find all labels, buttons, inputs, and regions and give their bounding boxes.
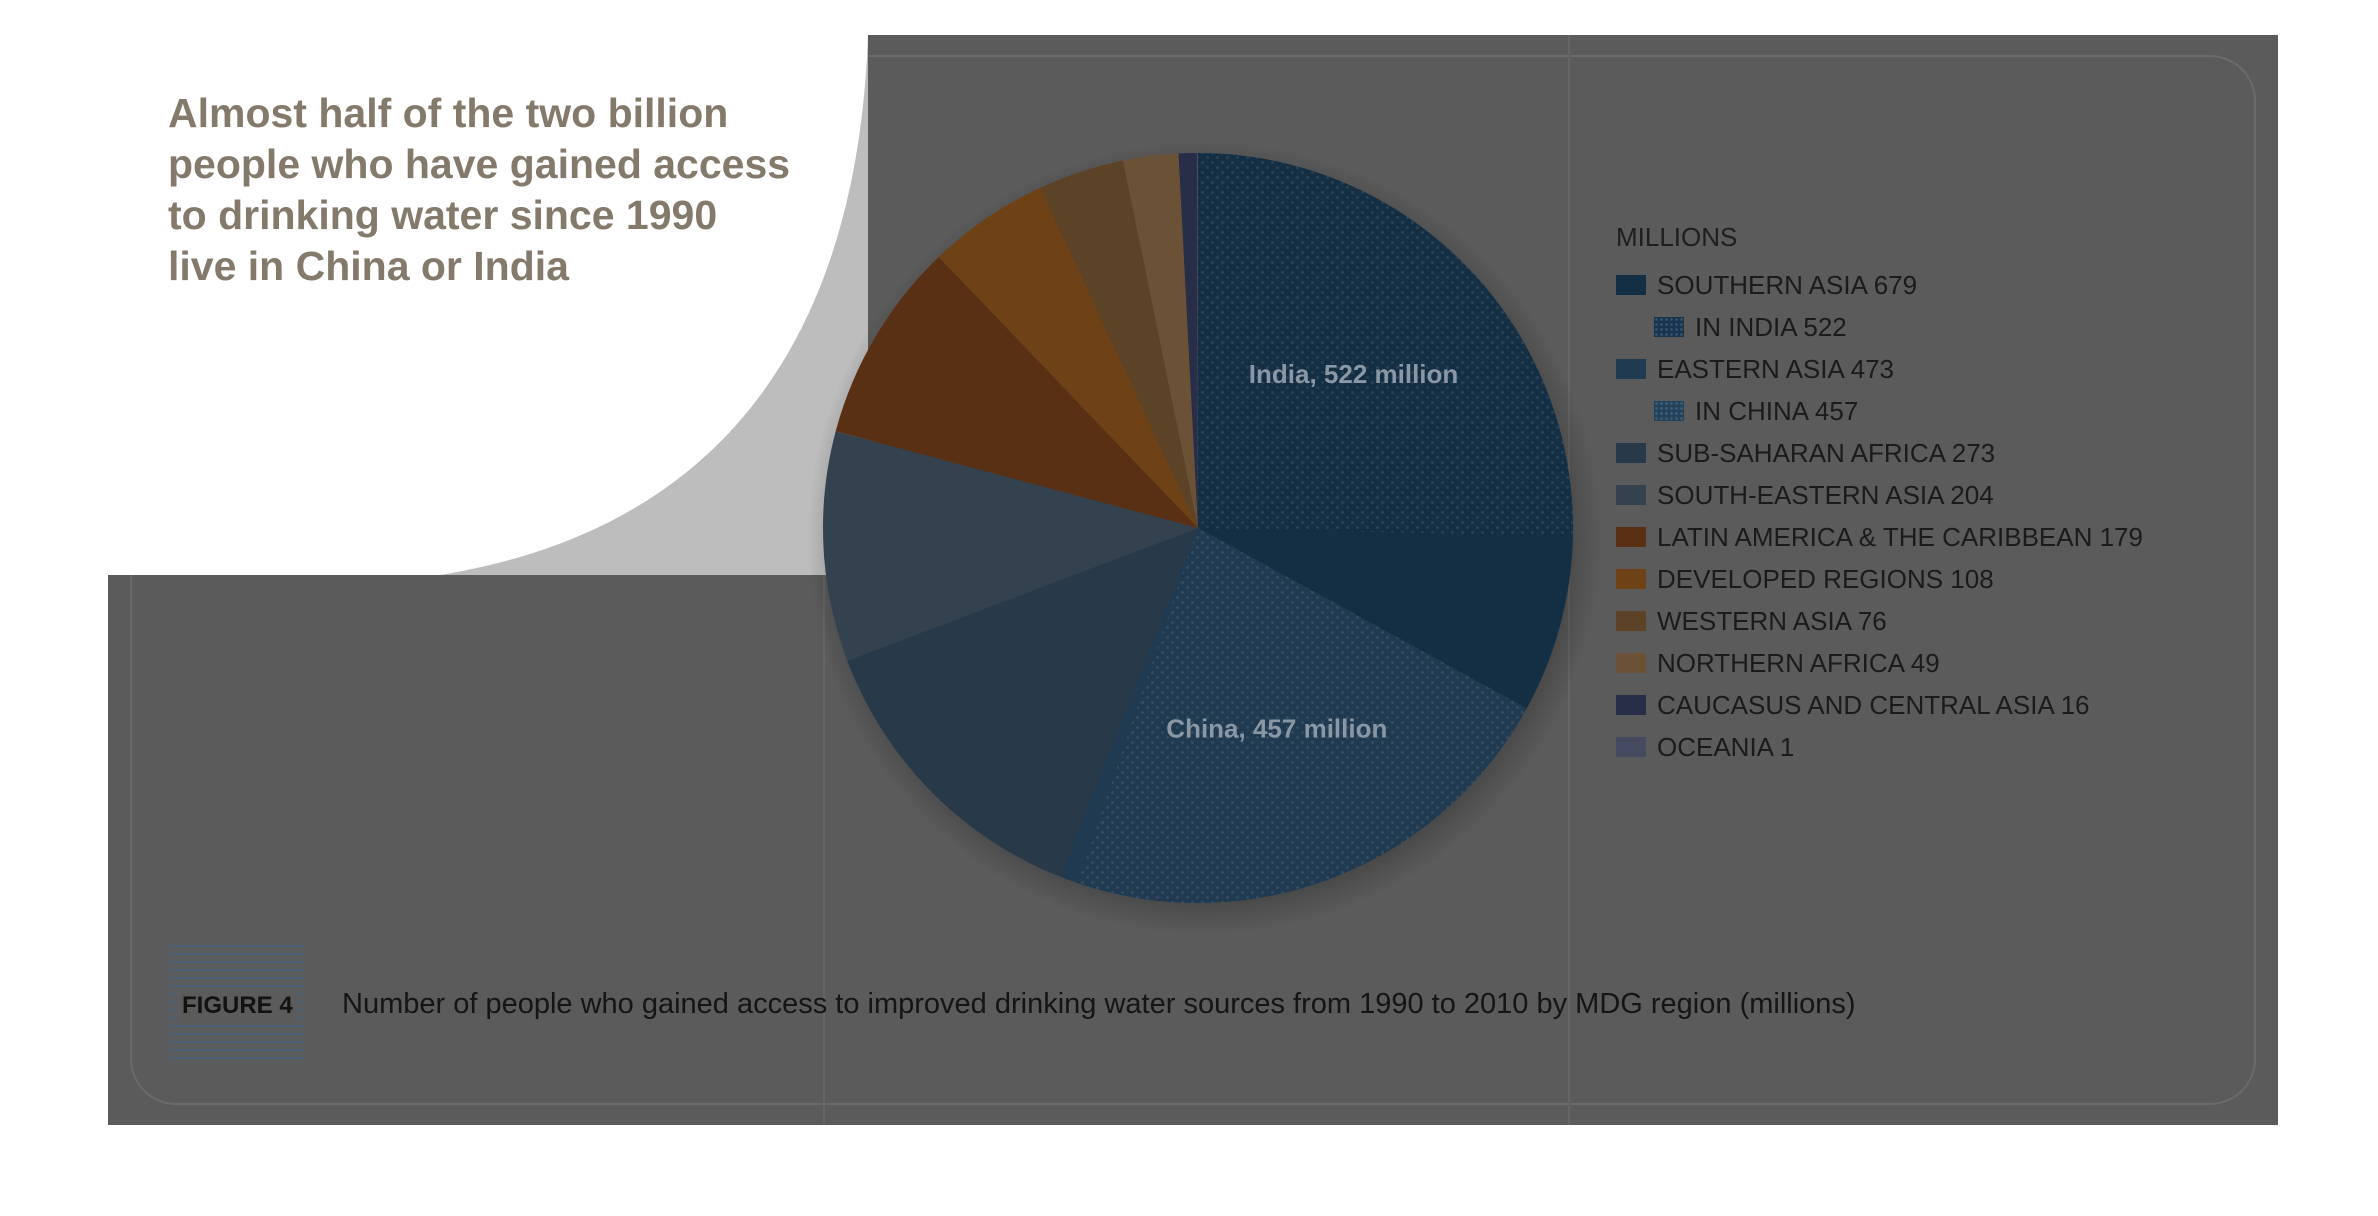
legend-swatch <box>1616 737 1646 757</box>
legend-item-eastern-asia: EASTERN ASIA 473 <box>1616 348 2143 390</box>
legend-swatch <box>1616 611 1646 631</box>
pie-slice-south-eastern-asia <box>823 431 1198 661</box>
legend-label: IN INDIA 522 <box>1695 311 1847 342</box>
legend: MILLIONS SOUTHERN ASIA 679 IN INDIA 522 EA… <box>1616 222 2143 768</box>
legend-label: OCEANIA 1 <box>1657 731 1795 762</box>
pie-subslice-in-china <box>1077 528 1527 903</box>
pie-annotation-in-india: India, 522 million <box>1249 359 1459 389</box>
legend-label: SOUTH-EASTERN ASIA 204 <box>1657 479 1994 510</box>
legend-label: NORTHERN AFRICA 49 <box>1657 647 1940 678</box>
legend-swatch <box>1616 485 1646 505</box>
legend-item-developed-regions: DEVELOPED REGIONS 108 <box>1616 558 2143 600</box>
legend-item-western-asia: WESTERN ASIA 76 <box>1616 600 2143 642</box>
legend-item-caucasus-and-central-asia: CAUCASUS AND CENTRAL ASIA 16 <box>1616 684 2143 726</box>
legend-item-latin-america-the-caribbean: LATIN AMERICA & THE CARIBBEAN 179 <box>1616 516 2143 558</box>
legend-label: LATIN AMERICA & THE CARIBBEAN 179 <box>1657 521 2143 552</box>
legend-item-south-eastern-asia: SOUTH-EASTERN ASIA 204 <box>1616 474 2143 516</box>
headline-line: live in China or India <box>168 243 569 289</box>
legend-label: IN CHINA 457 <box>1695 395 1859 426</box>
legend-swatch <box>1616 275 1646 295</box>
pie-slice-western-asia <box>1040 160 1198 528</box>
legend-item-oceania: OCEANIA 1 <box>1616 726 2143 768</box>
legend-label: WESTERN ASIA 76 <box>1657 605 1887 636</box>
legend-swatch <box>1616 443 1646 463</box>
panel-frame <box>130 55 2256 1105</box>
pie-slice-developed-regions <box>938 187 1198 528</box>
legend-swatch <box>1654 317 1684 337</box>
pie-slice-oceania <box>1196 153 1198 528</box>
pie-annotation-in-china: China, 457 million <box>1166 714 1387 744</box>
legend-item-in-china: IN CHINA 457 <box>1616 390 2143 432</box>
pie-slice-northern-africa <box>1122 153 1198 528</box>
pie-slice-sub-saharan-africa <box>847 528 1198 877</box>
headline: Almost half of the two billion people wh… <box>168 88 868 292</box>
legend-swatch <box>1654 401 1684 421</box>
legend-label: CAUCASUS AND CENTRAL ASIA 16 <box>1657 689 2090 720</box>
legend-label: SOUTHERN ASIA 679 <box>1657 269 1918 300</box>
pie-slice-latin-america-the-caribbean <box>835 257 1198 528</box>
figure-label: FIGURE 4 <box>178 990 297 1022</box>
legend-label: SUB-SAHARAN AFRICA 273 <box>1657 437 1996 468</box>
legend-label: DEVELOPED REGIONS 108 <box>1657 563 1994 594</box>
legend-label: EASTERN ASIA 473 <box>1657 353 1895 384</box>
headline-line: to drinking water since 1990 <box>168 192 718 238</box>
legend-swatch <box>1616 695 1646 715</box>
headline-line: people who have gained access <box>168 141 791 187</box>
pie-slice-caucasus-and-central-asia <box>1178 153 1198 528</box>
legend-title: MILLIONS <box>1616 222 1738 252</box>
legend-swatch <box>1616 527 1646 547</box>
legend-item-sub-saharan-africa: SUB-SAHARAN AFRICA 273 <box>1616 432 2143 474</box>
legend-swatch <box>1616 569 1646 589</box>
legend-swatch <box>1616 359 1646 379</box>
legend-item-southern-asia: SOUTHERN ASIA 679 <box>1616 264 2143 306</box>
legend-item-northern-africa: NORTHERN AFRICA 49 <box>1616 642 2143 684</box>
pie-subslice-in-india <box>1198 153 1573 537</box>
figure-caption: Number of people who gained access to im… <box>342 988 1856 1020</box>
legend-item-in-india: IN INDIA 522 <box>1616 306 2143 348</box>
headline-line: Almost half of the two billion <box>168 90 729 136</box>
legend-swatch <box>1616 653 1646 673</box>
